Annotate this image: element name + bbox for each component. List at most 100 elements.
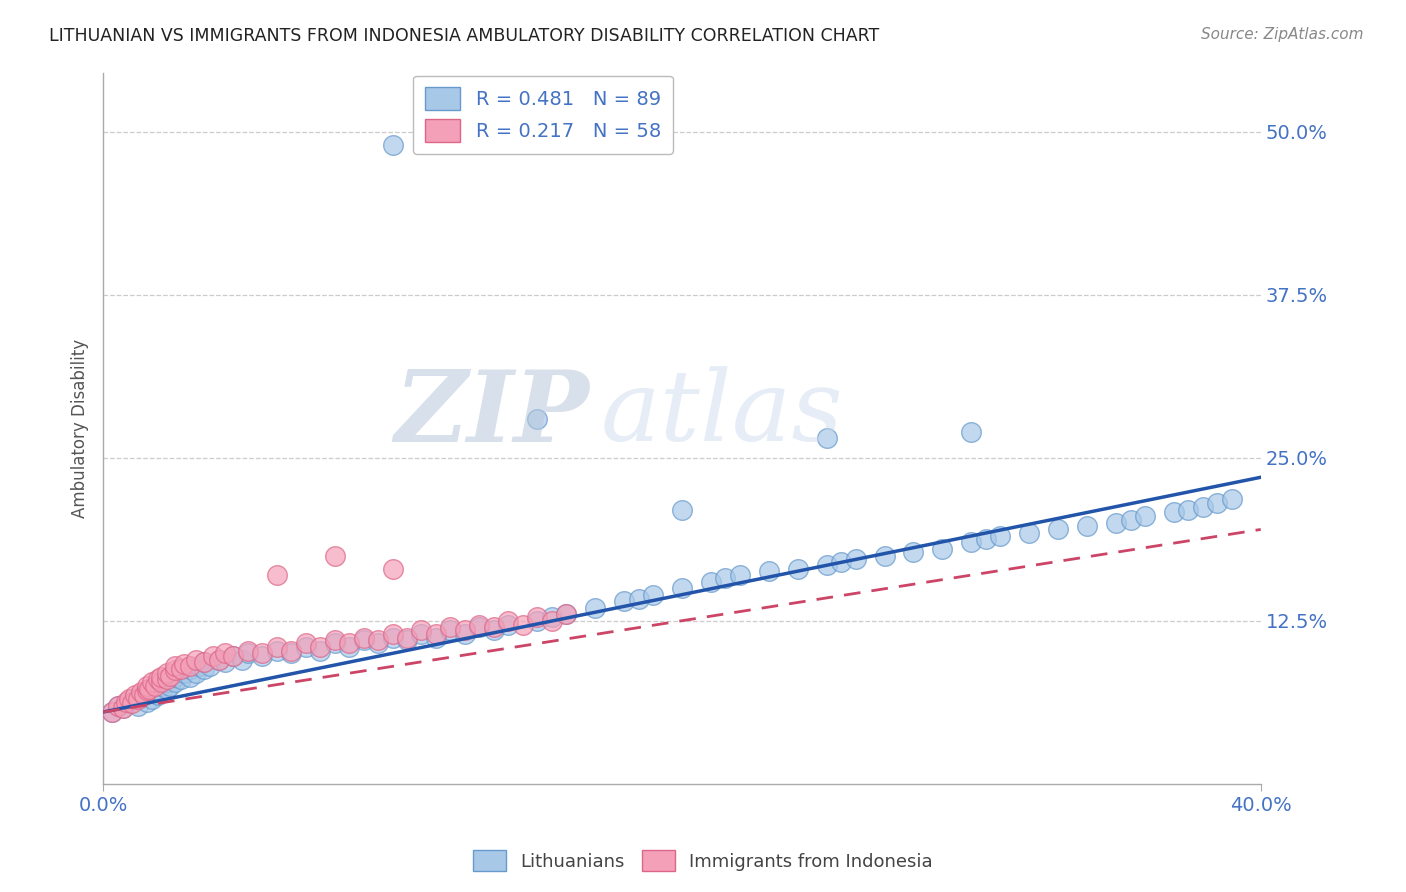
Point: [974, 532, 997, 546]
Point: [200, 659, 222, 673]
Point: [323, 633, 346, 648]
Point: [714, 571, 737, 585]
Point: [1047, 523, 1070, 537]
Point: [482, 620, 505, 634]
Point: [1206, 496, 1229, 510]
Point: [179, 662, 201, 676]
Point: [165, 675, 187, 690]
Point: [214, 656, 236, 670]
Point: [873, 549, 896, 563]
Point: [294, 640, 316, 654]
Point: [150, 679, 173, 693]
Point: [173, 657, 195, 671]
Point: [526, 610, 548, 624]
Point: [107, 698, 129, 713]
Point: [107, 698, 129, 713]
Point: [498, 617, 520, 632]
Point: [214, 646, 236, 660]
Point: [236, 644, 259, 658]
Point: [159, 668, 181, 682]
Point: [165, 659, 187, 673]
Point: [280, 646, 302, 660]
Point: [758, 564, 780, 578]
Point: [395, 633, 418, 648]
Point: [931, 541, 953, 556]
Point: [184, 665, 207, 680]
Point: [170, 662, 193, 676]
Point: [641, 588, 664, 602]
Point: [202, 648, 225, 663]
Point: [337, 636, 360, 650]
Point: [498, 614, 520, 628]
Point: [129, 688, 152, 702]
Point: [815, 431, 838, 445]
Point: [337, 640, 360, 654]
Point: [135, 685, 157, 699]
Point: [150, 675, 173, 690]
Point: [252, 648, 274, 663]
Point: [143, 682, 166, 697]
Point: [381, 631, 404, 645]
Point: [367, 633, 389, 648]
Point: [395, 631, 418, 645]
Point: [141, 692, 163, 706]
Point: [526, 614, 548, 628]
Point: [845, 552, 868, 566]
Point: [173, 665, 195, 680]
Point: [540, 614, 562, 628]
Point: [960, 425, 983, 439]
Point: [815, 558, 838, 572]
Point: [786, 561, 808, 575]
Point: [252, 646, 274, 660]
Point: [135, 679, 157, 693]
Text: LITHUANIAN VS IMMIGRANTS FROM INDONESIA AMBULATORY DISABILITY CORRELATION CHART: LITHUANIAN VS IMMIGRANTS FROM INDONESIA …: [49, 27, 880, 45]
Point: [425, 631, 447, 645]
Point: [903, 544, 925, 558]
Point: [112, 701, 135, 715]
Point: [700, 574, 723, 589]
Text: Source: ZipAtlas.com: Source: ZipAtlas.com: [1201, 27, 1364, 42]
Point: [439, 620, 461, 634]
Point: [159, 679, 181, 693]
Text: atlas: atlas: [600, 367, 844, 462]
Point: [135, 682, 157, 697]
Point: [165, 663, 187, 677]
Point: [309, 644, 332, 658]
Point: [555, 607, 578, 622]
Point: [266, 640, 288, 654]
Point: [193, 656, 215, 670]
Point: [266, 568, 288, 582]
Point: [323, 549, 346, 563]
Point: [381, 137, 404, 152]
Point: [988, 529, 1011, 543]
Point: [960, 535, 983, 549]
Point: [179, 670, 201, 684]
Point: [468, 617, 491, 632]
Point: [454, 627, 477, 641]
Point: [482, 623, 505, 637]
Point: [156, 665, 179, 680]
Point: [208, 653, 231, 667]
Point: [129, 685, 152, 699]
Point: [146, 673, 169, 687]
Point: [184, 653, 207, 667]
Point: [124, 688, 146, 702]
Point: [583, 600, 606, 615]
Point: [728, 568, 751, 582]
Point: [381, 627, 404, 641]
Point: [353, 631, 375, 645]
Point: [156, 675, 179, 690]
Point: [222, 648, 245, 663]
Point: [193, 662, 215, 676]
Point: [101, 705, 124, 719]
Point: [143, 679, 166, 693]
Point: [231, 653, 253, 667]
Point: [208, 653, 231, 667]
Point: [112, 701, 135, 715]
Point: [1119, 513, 1142, 527]
Point: [411, 627, 433, 641]
Point: [309, 640, 332, 654]
Point: [323, 636, 346, 650]
Point: [222, 648, 245, 663]
Y-axis label: Ambulatory Disability: Ambulatory Disability: [72, 339, 89, 518]
